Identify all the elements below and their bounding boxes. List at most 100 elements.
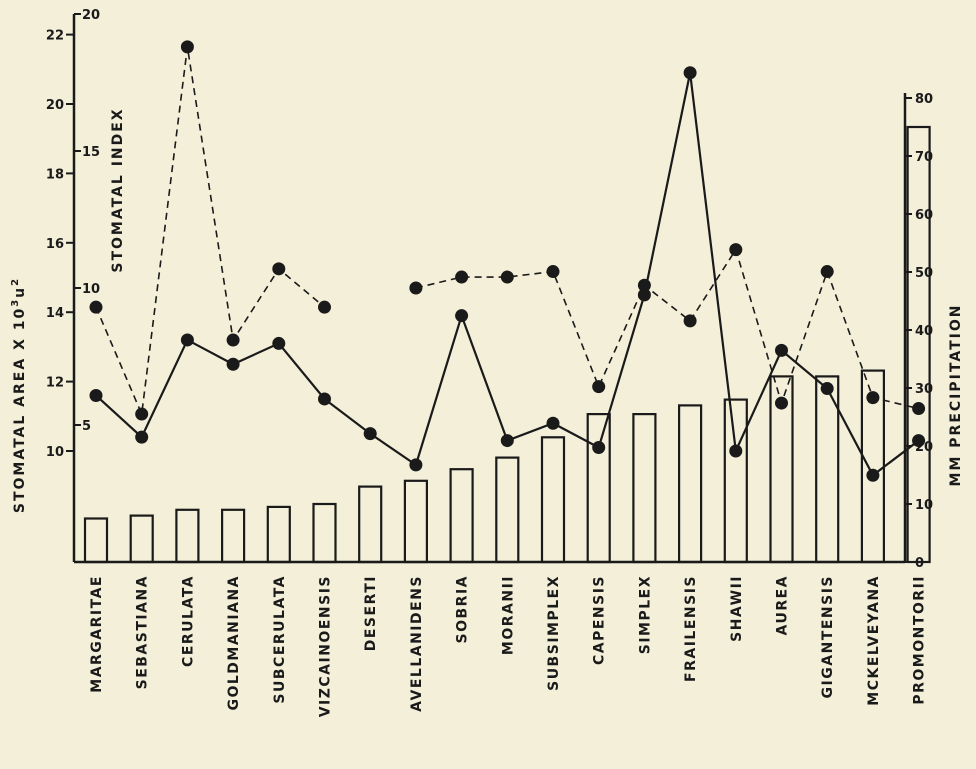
stomatal-area-tick-label: 12 [46,376,64,391]
stomatal-index-point [226,333,240,347]
stomatal-index-line [95,46,326,418]
stomatal-area-point [775,343,788,357]
stomatal-area-tick-label: 14 [46,306,64,321]
category-label: GOLDMANIANA [226,575,242,711]
category-label: GIGANTENSIS [820,575,836,698]
stomatal-index-line [415,247,919,410]
stomatal-index-tick-label: 15 [82,145,100,160]
stomatal-index-point [775,396,788,410]
precipitation-bars [83,125,931,564]
stomatal-index-point [409,281,423,295]
stomatal-area-point [89,388,103,402]
precipitation-tick-label: 30 [915,382,933,397]
category-labels: MARGARITAE SEBASTIANA CERULATA GOLDMANIANA S… [89,575,928,717]
stomatal-index-point [135,407,149,421]
precipitation-bar [723,398,748,564]
precipitation-bar [266,505,291,564]
stomatal-area-point [637,288,651,302]
stomatal-index-tick-label: 5 [82,419,91,434]
stomatal-area-point [409,458,423,472]
stomatal-index-point [729,243,743,257]
category-label: MORANII [500,575,516,655]
precipitation-bar [449,468,474,564]
stomatal-index-point [500,270,514,284]
category-label: VIZCAINOENSIS [318,575,334,717]
category-label: SHAWII [729,575,745,642]
precipitation-bar [495,456,520,564]
precipitation-bar [632,413,657,564]
category-label: SIMPLEX [637,575,653,654]
stomatal-index-point [180,40,194,54]
stomatal-index-point [455,270,469,284]
precipitation-bar [906,125,931,564]
category-label: SUBSIMPLEX [546,575,562,691]
stomatal-area-point [318,392,331,406]
stomatal-area-tick-label: 20 [46,98,64,113]
precipitation-tick-label: 70 [915,150,933,165]
stomatal-area-point [272,336,286,350]
stomatal-area-point [363,427,377,441]
stomatal-area-label-main: STOMATAL AREA X 10 [12,307,28,513]
category-label: FRAILENSIS [683,575,699,682]
series-points [89,40,926,482]
category-label: AVELLANIDENS [409,575,425,712]
category-label: PROMONTORII [912,575,928,705]
stomatal-area-point [729,444,743,458]
precipitation-bar [586,413,611,564]
stomatal-index-axis-title: STOMATAL INDEX [110,107,126,272]
stomatal-area-label-unit-sup: 2 [10,277,21,286]
category-label: AUREA [775,575,791,635]
category-label: MCKELVEYANA [866,575,882,706]
stomatal-area-tick-label: 18 [46,167,64,182]
precipitation-bar [83,517,109,564]
category-label: CAPENSIS [592,575,608,665]
stomatal-index-point [820,265,834,279]
stomatal-area-label-unit: u [12,286,28,298]
category-label: SOBRIA [455,575,471,643]
chart-axes [72,14,907,564]
stomatal-index-point [866,391,880,405]
stomatal-area-point [500,434,514,448]
stomatal-index-point [89,300,103,314]
stomatal-index-point [272,262,286,276]
precipitation-bar [677,404,703,564]
precipitation-bar [403,479,428,564]
stomatal-area-point [820,382,834,396]
precipitation-bar [358,485,383,564]
series-lines [95,46,920,477]
stomatal-index-point [637,278,651,292]
stomatal-index-tick-label: 20 [82,8,100,23]
stomatal-area-point [912,434,926,448]
category-label: DESERTI [363,575,379,651]
stomatal-index-point [683,314,697,328]
stomatal-area-point [135,430,149,444]
precipitation-axis-title: MM PRECIPITATION [948,304,964,487]
stomatal-area-tick-label: 10 [46,445,64,460]
category-label: MARGARITAE [89,575,105,693]
precipitation-bar [540,436,566,564]
stomatal-area-point [180,333,194,347]
precipitation-tick-label: 80 [915,92,933,107]
precipitation-bar [312,502,337,564]
category-label: CERULATA [180,575,196,667]
stomatal-area-point [683,66,697,80]
stomatal-area-tick-label: 22 [46,29,64,44]
stomatal-area-point [866,468,880,482]
precipitation-tick-label: 40 [915,324,933,339]
precipitation-tick-label: 0 [915,556,924,571]
precipitation-bar [175,508,200,564]
precipitation-tick-label: 50 [915,266,933,281]
category-label: SEBASTIANA [135,575,151,689]
stomatal-area-point [455,309,469,323]
stomatal-area-tick-label: 16 [46,237,64,252]
stomatal-area-point [546,416,560,430]
stomatal-area-point [226,357,240,371]
precipitation-tick-label: 60 [915,208,933,223]
stomatal-area-axis-title: STOMATAL AREA X 103u2 [10,277,28,513]
stomatal-index-point [318,300,331,314]
precipitation-bar [221,508,246,564]
stomatal-index-point [592,380,606,394]
stomatal-index-point [546,265,560,279]
precipitation-bar [129,514,154,564]
